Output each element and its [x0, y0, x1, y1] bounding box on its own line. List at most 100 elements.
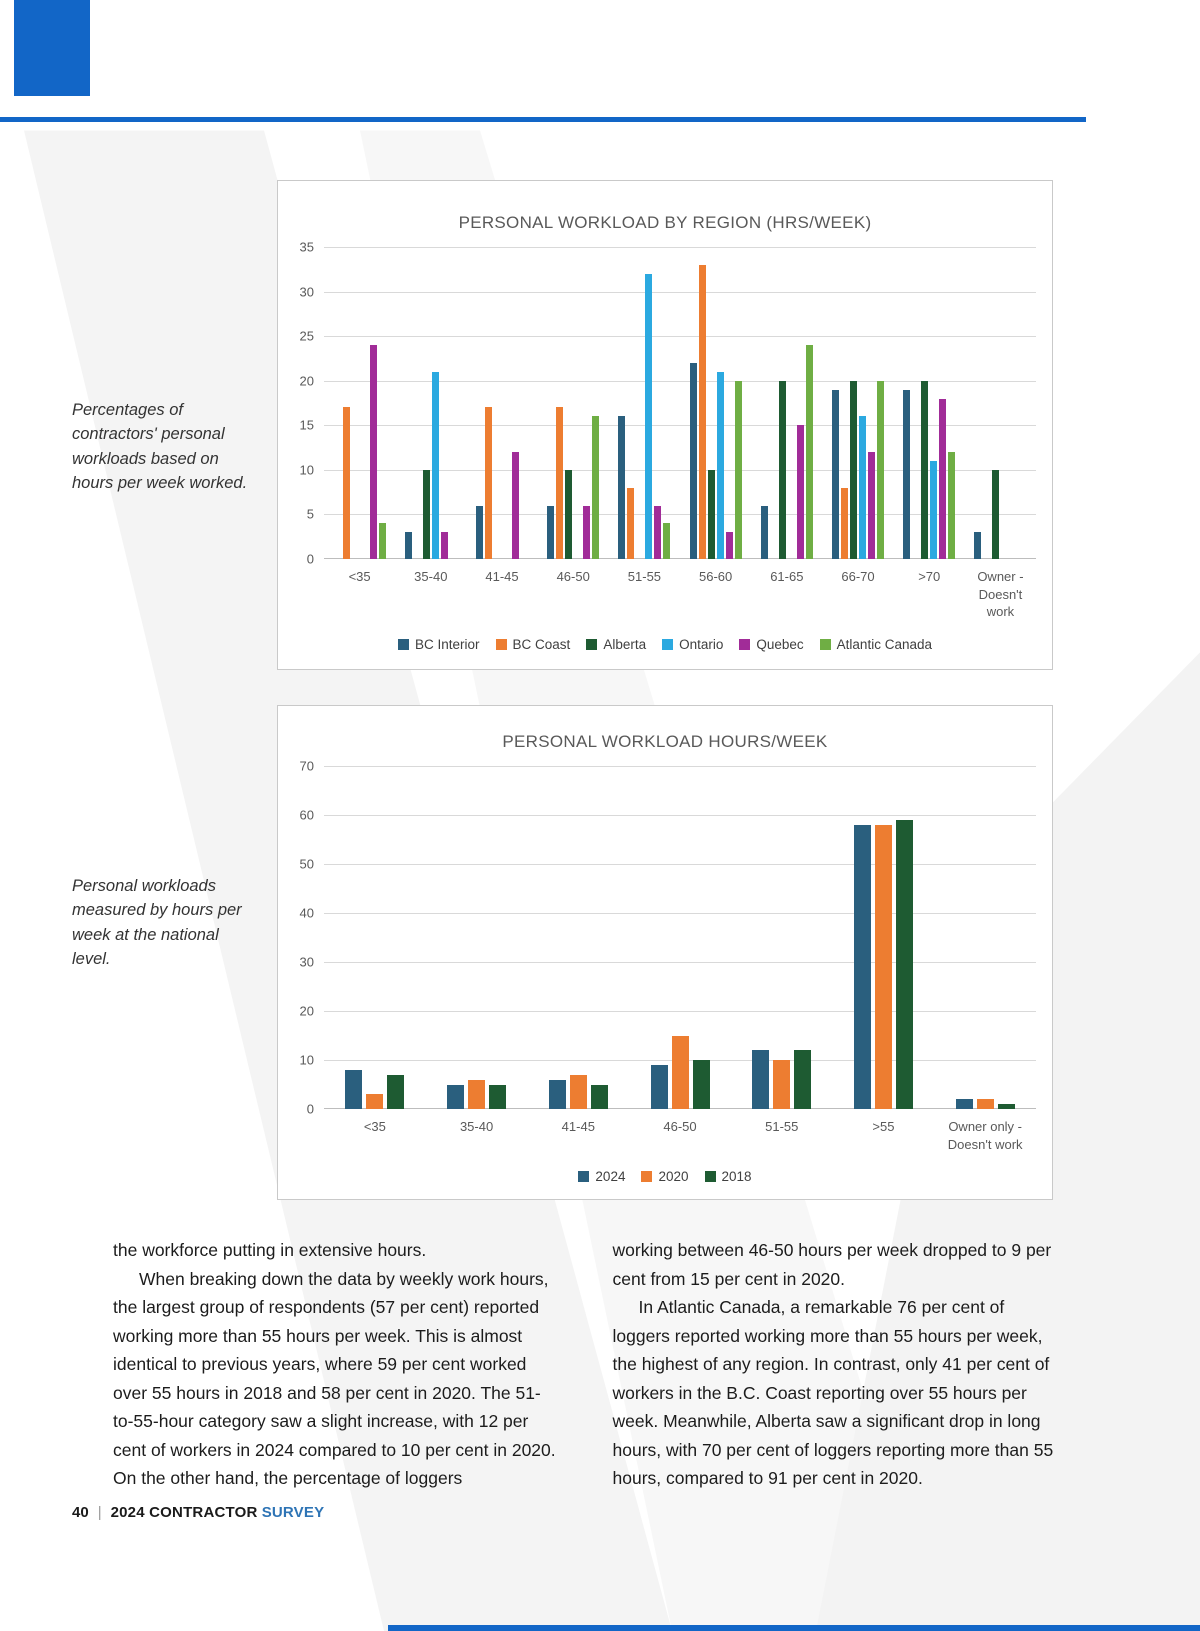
body-paragraph: the workforce putting in extensive hours… [113, 1240, 427, 1260]
bar-bc-interior [476, 505, 483, 559]
bar-atlantic-canada [592, 416, 600, 559]
plot-wrapper: 35 30 25 20 15 10 5 0 [288, 240, 1036, 567]
plot-area [324, 766, 1036, 1109]
body-paragraph: When breaking down the data by weekly wo… [113, 1268, 556, 1489]
x-axis-category-label: >55 [872, 1119, 895, 1134]
legend-item-atlantic-canada: Atlantic Canada [819, 637, 932, 652]
bar-bc-interior [760, 505, 768, 559]
bar-2018 [489, 1084, 507, 1109]
chart-legend: 2024 2020 2018 [278, 1169, 1052, 1184]
bar-quebec [583, 505, 591, 559]
x-axis-category-label: 61-65 [770, 569, 804, 584]
bar-atlantic-canada [805, 345, 813, 559]
bar-alberta [921, 380, 929, 559]
bar-2018 [692, 1060, 710, 1109]
x-axis-category-label: 51-55 [765, 1119, 799, 1134]
bar-quebec [512, 452, 519, 559]
bar-group [822, 247, 893, 559]
y-axis-tick-label: 25 [299, 328, 314, 344]
legend-swatch-quebec [739, 638, 751, 650]
bar-bc-coast [342, 407, 350, 559]
bar-atlantic-canada [877, 380, 885, 559]
bar-bc-interior [974, 532, 982, 559]
bar-atlantic-canada [663, 523, 671, 559]
bar-2020 [976, 1099, 994, 1109]
legend-swatch-2024 [578, 1171, 590, 1183]
x-axis-category-label: 51-55 [627, 569, 662, 584]
y-axis-tick-label: 10 [299, 462, 314, 478]
x-axis-category-label: 46-50 [556, 569, 590, 584]
y-axis-tick-label: 5 [306, 506, 314, 522]
bar-group [538, 247, 609, 559]
top-left-blue-tab [14, 0, 90, 96]
bar-bc-coast [841, 487, 849, 559]
body-text: the workforce putting in extensive hours… [113, 1236, 1060, 1493]
legend-label: BC Coast [512, 636, 571, 652]
chart-personal-workload-national: PERSONAL WORKLOAD HOURS/WEEK 70 60 50 40 30 20… [277, 705, 1053, 1200]
legend-swatch-2020 [641, 1171, 653, 1183]
bar-bc-interior [832, 389, 840, 559]
chart2-side-caption: Personal workloads measured by hours per… [72, 877, 242, 969]
bar-alberta [565, 469, 573, 559]
x-axis-category-label: Owner only - Doesn't work [947, 1119, 1023, 1152]
bottom-blue-rule [388, 1625, 1200, 1631]
bars-row [324, 247, 1036, 559]
bar-2020 [569, 1074, 587, 1109]
legend-label: Alberta [603, 636, 647, 652]
bar-bc-coast [485, 407, 492, 559]
x-axis-category-label: 41-45 [485, 569, 519, 584]
chart-title: PERSONAL WORKLOAD HOURS/WEEK [502, 732, 828, 751]
bar-group [680, 247, 751, 559]
legend-label: BC Interior [415, 636, 480, 652]
chart-personal-workload-by-region: PERSONAL WORKLOAD BY REGION (HRS/WEEK) 35… [277, 180, 1053, 670]
chart-title: PERSONAL WORKLOAD BY REGION (HRS/WEEK) [458, 213, 872, 232]
bar-bc-interior [547, 505, 555, 559]
bar-group [751, 247, 822, 559]
y-axis-tick-label: 35 [299, 239, 314, 255]
legend-item-2020: 2020 [641, 1169, 689, 1185]
body-column-left: the workforce putting in extensive hours… [113, 1236, 561, 1493]
y-axis-tick-label: 60 [299, 807, 314, 823]
bar-group [426, 766, 528, 1109]
chart-legend: BC Interior BC Coast Alberta Ontario Quebec A… [278, 637, 1052, 652]
legend-swatch-alberta [586, 638, 598, 650]
body-paragraph: In Atlantic Canada, a remarkable 76 per … [612, 1297, 1054, 1489]
bar-group [395, 247, 466, 559]
bar-atlantic-canada [734, 380, 742, 559]
y-axis-tick-label: 30 [299, 954, 314, 970]
legend-swatch-2018 [704, 1171, 716, 1183]
bar-quebec [796, 425, 804, 559]
bar-alberta [850, 380, 858, 559]
legend-item-alberta: Alberta [586, 637, 646, 652]
y-axis-tick-label: 0 [306, 1101, 314, 1117]
legend-item-2024: 2024 [578, 1169, 625, 1184]
x-axis: <35 35-40 41-45 46-50 51-55 >55 Owner only - D… [324, 1118, 1036, 1153]
bar-quebec [440, 532, 448, 559]
bar-alberta [778, 380, 786, 559]
bar-group [833, 766, 935, 1109]
bar-quebec [654, 505, 662, 559]
bar-2024 [752, 1050, 770, 1109]
legend-label: 2020 [658, 1169, 689, 1185]
x-axis: <35 35-40 41-45 46-50 51-55 56-60 61-65 66-70 >7… [324, 568, 1036, 621]
bars-row [324, 766, 1036, 1109]
bar-2024 [853, 824, 871, 1109]
x-axis-category-label: 56-60 [698, 569, 733, 584]
bar-2020 [671, 1035, 689, 1109]
bar-bc-coast [556, 407, 564, 559]
bar-2024 [447, 1084, 465, 1109]
bar-2018 [997, 1104, 1015, 1109]
bar-bc-interior [404, 532, 412, 559]
bar-2024 [345, 1069, 363, 1109]
bar-2020 [874, 824, 892, 1109]
top-blue-rule [0, 117, 1086, 122]
legend-label: 2018 [721, 1169, 752, 1185]
legend-label: Quebec [756, 636, 804, 652]
bar-atlantic-canada [948, 452, 956, 559]
legend-label: 2024 [595, 1169, 626, 1185]
bar-group [527, 766, 629, 1109]
legend-swatch-ontario [662, 638, 674, 650]
bar-group [894, 247, 965, 559]
bar-2024 [955, 1099, 973, 1109]
